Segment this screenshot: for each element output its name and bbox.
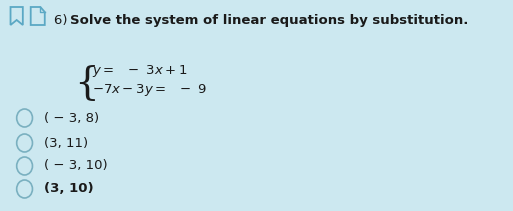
Text: (3, 10): (3, 10)	[44, 183, 93, 196]
Text: $y =\ \ -\ 3x + 1$: $y =\ \ -\ 3x + 1$	[92, 63, 188, 79]
Text: {: {	[74, 65, 100, 102]
Text: Solve the system of linear equations by substitution.: Solve the system of linear equations by …	[70, 14, 468, 27]
Text: 6): 6)	[54, 14, 72, 27]
Text: ( − 3, 8): ( − 3, 8)	[44, 111, 99, 124]
Text: $-7x - 3y =\ \ -\ 9$: $-7x - 3y =\ \ -\ 9$	[92, 82, 207, 98]
Text: ( − 3, 10): ( − 3, 10)	[44, 160, 108, 173]
Text: (3, 11): (3, 11)	[44, 137, 88, 150]
